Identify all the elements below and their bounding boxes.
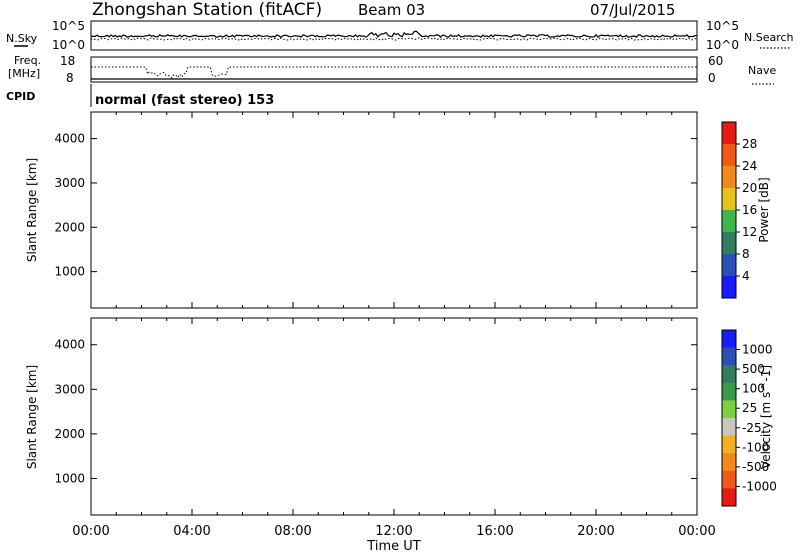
nsky-tick-top: 10^5 (52, 19, 85, 33)
power-colorbar-tick: 24 (742, 159, 757, 173)
nsky-panel: N.Sky 10^5 10^0 10^5 10^0 N.Search (6, 19, 794, 52)
power-colorbar-segment (722, 276, 736, 299)
nsky-tick-bottom: 10^0 (52, 38, 85, 52)
power-ylabel: Slant Range [km] (25, 158, 39, 262)
nave-tick-top: 60 (708, 54, 723, 68)
cpid-text: normal (fast stereo) 153 (95, 93, 274, 108)
power-colorbar-segment (722, 232, 736, 255)
nave-label: Nave (748, 64, 776, 77)
freq-label: Freq. (14, 54, 41, 67)
power-ytick-label: 1000 (54, 265, 85, 279)
power-panel: 1000 2000 3000 4000 Slant Range [km] 4 8 12 16… (25, 111, 771, 309)
power-colorbar: 4 8 12 16 20 24 28 (721, 121, 757, 299)
power-colorbar-tick: 16 (742, 203, 757, 217)
power-colorbar-tick: 4 (742, 269, 750, 283)
nsearch-label: N.Search (744, 31, 794, 44)
power-colorbar-segment (722, 188, 736, 211)
date-label: 07/Jul/2015 (590, 1, 675, 19)
power-colorbar-tick: 12 (742, 225, 757, 239)
power-colorbar-segment (722, 122, 736, 145)
freq-panel: Freq. [MHz] 18 8 60 0 Nave (8, 54, 776, 85)
freq-unit: [MHz] (8, 67, 40, 80)
power-colorbar-segment (722, 210, 736, 233)
power-colorbar-segment (722, 254, 736, 277)
nsky-label: N.Sky (6, 32, 38, 45)
power-colorbar-tick: 8 (742, 247, 750, 261)
station-title: Zhongshan Station (fitACF) (92, 0, 322, 20)
power-ytick-label: 3000 (54, 176, 85, 190)
power-ytick-label: 4000 (54, 132, 85, 146)
power-ytick-label: 2000 (54, 220, 85, 234)
nsearch-tick-bottom: 10^0 (706, 38, 739, 52)
freq-tick-top: 18 (60, 54, 75, 68)
cpid-row: CPID normal (fast stereo) 153 (6, 84, 274, 108)
power-colorbar-segment (722, 144, 736, 167)
power-cbar-label: Power [dB] (757, 177, 771, 242)
power-colorbar-segment (722, 166, 736, 189)
freq-tick-bottom: 8 (66, 71, 74, 85)
beam-label: Beam 03 (358, 1, 425, 19)
cpid-label: CPID (6, 90, 35, 103)
power-colorbar-tick: 28 (742, 137, 757, 151)
nsearch-tick-top: 10^5 (706, 19, 739, 33)
power-colorbar-tick: 20 (742, 181, 757, 195)
nave-tick-bottom: 0 (708, 71, 716, 85)
